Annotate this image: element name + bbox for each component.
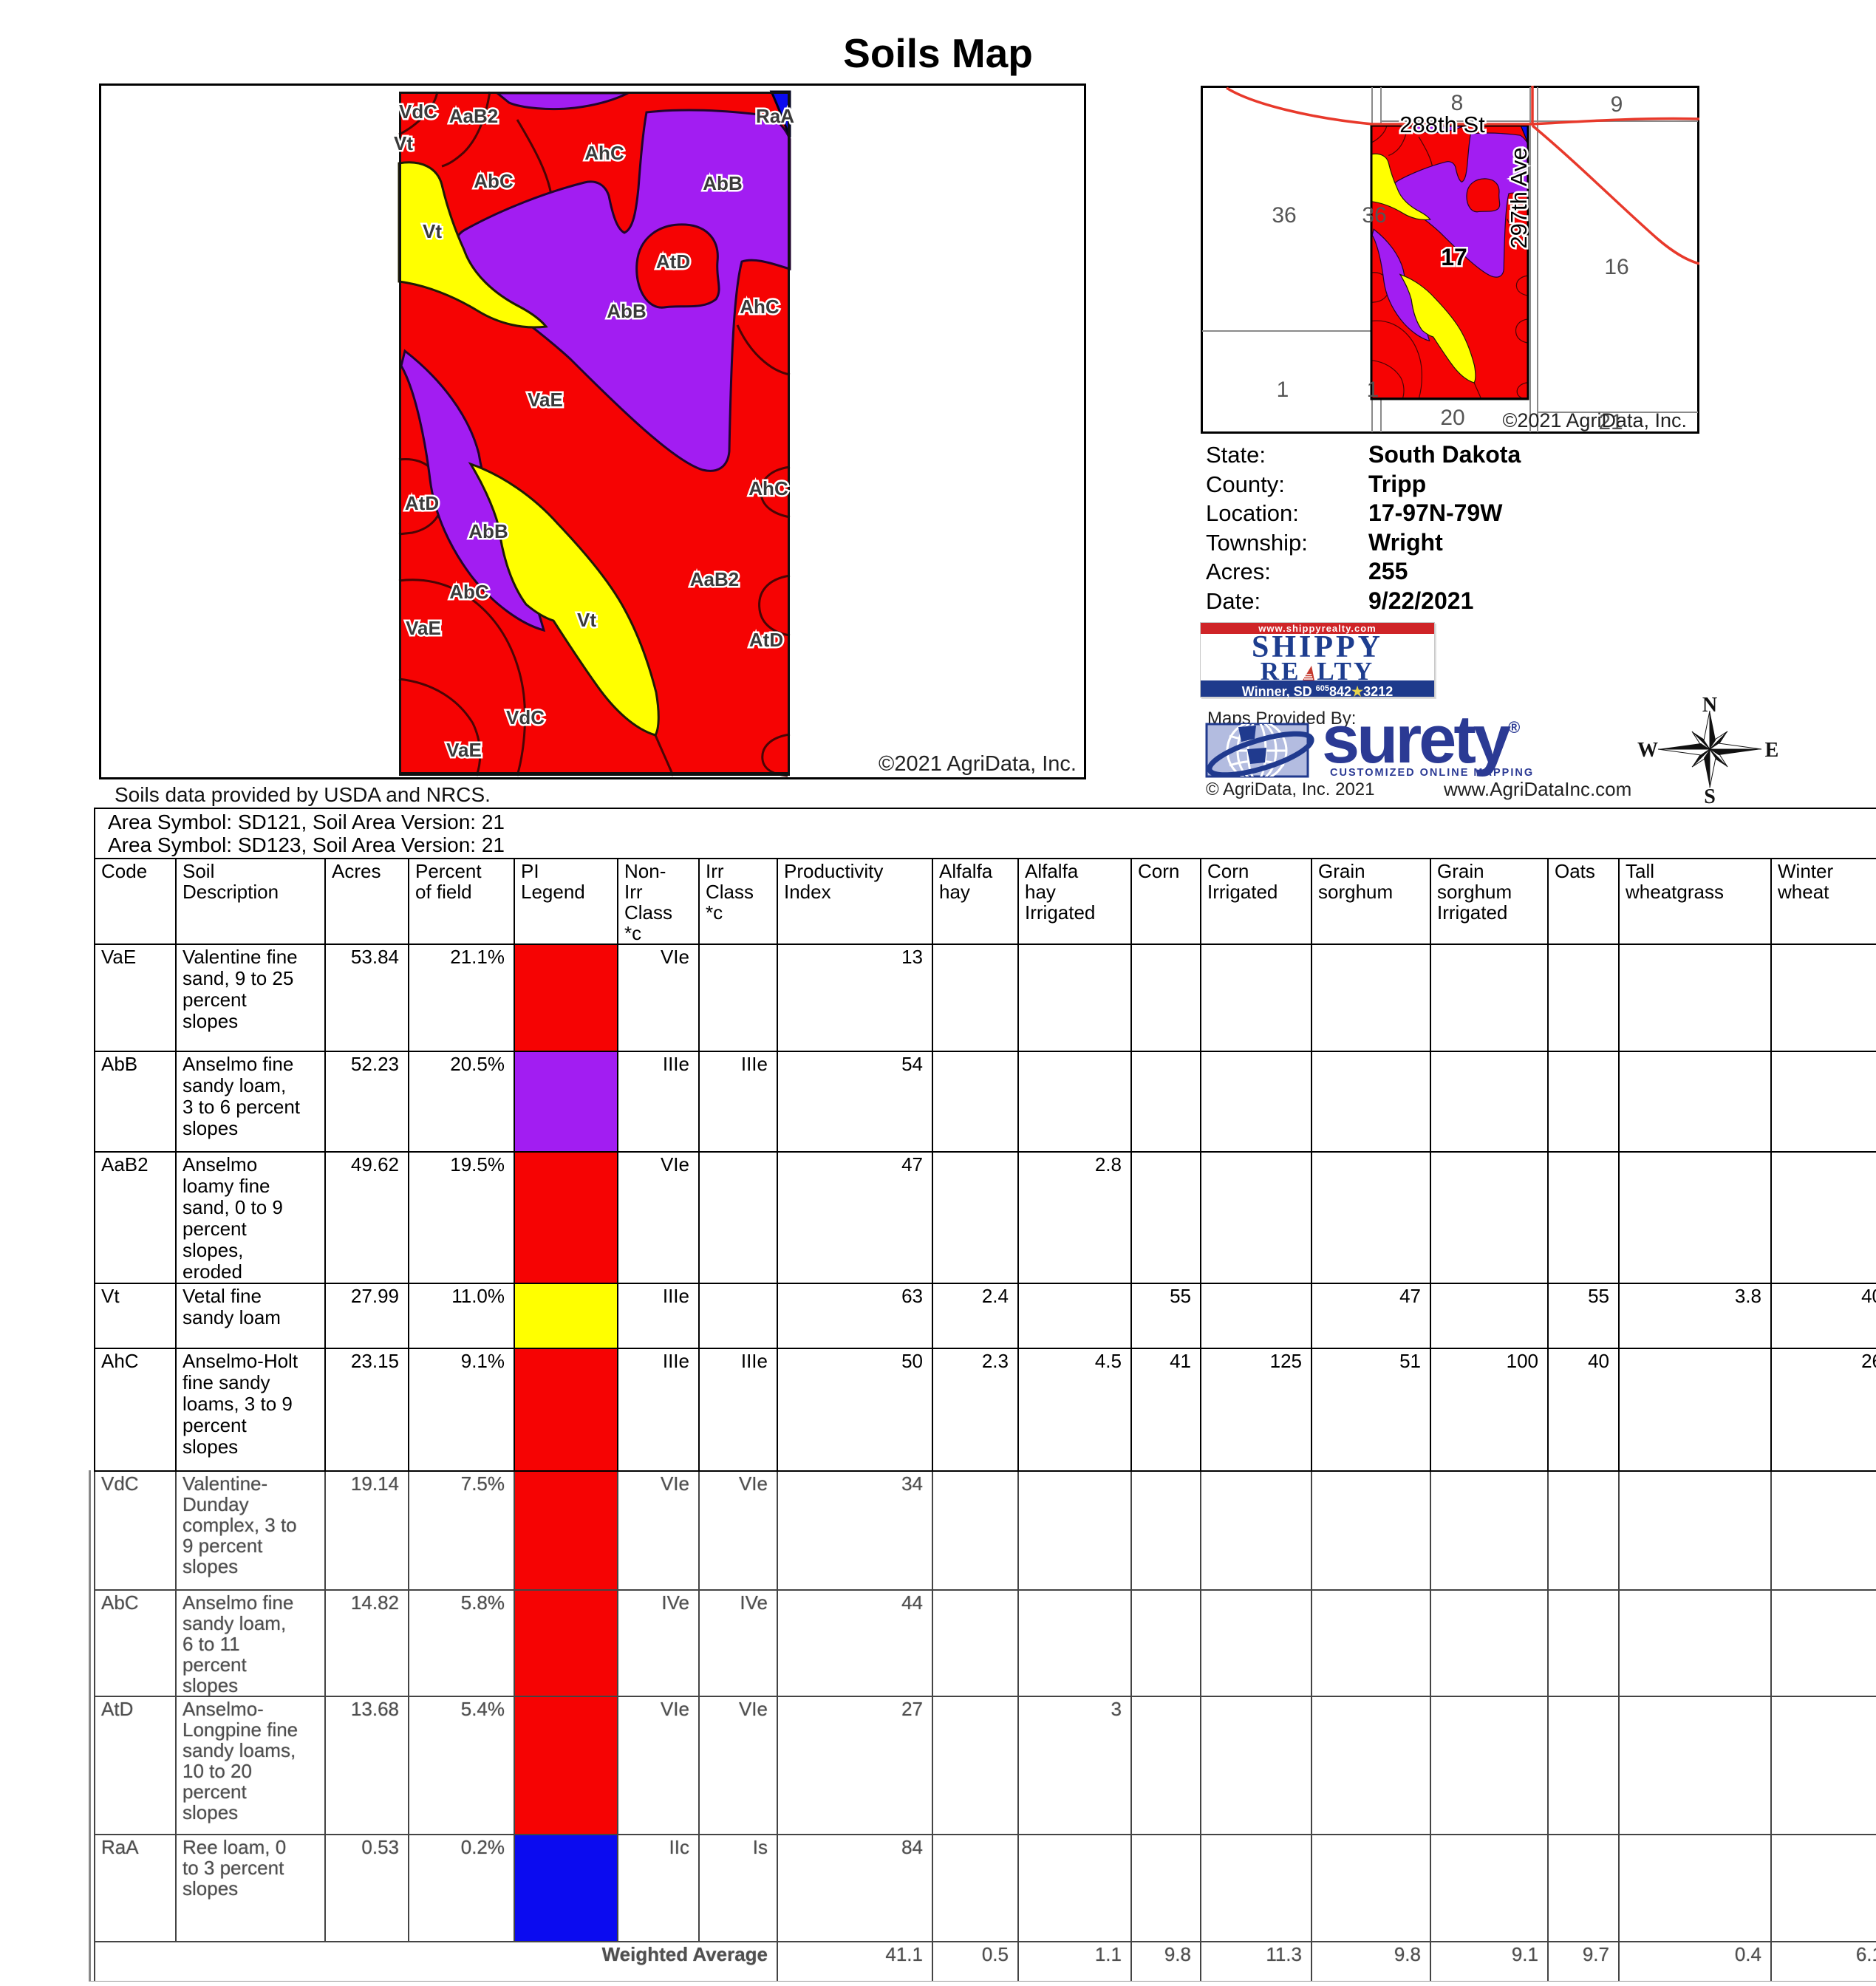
- svg-text:VaE: VaE: [528, 389, 563, 411]
- svg-text:AhC: AhC: [748, 477, 788, 499]
- svg-text:N: N: [1702, 694, 1717, 717]
- svg-text:AtD: AtD: [749, 629, 783, 651]
- svg-text:Vt: Vt: [423, 220, 442, 242]
- svg-text:AhC: AhC: [740, 296, 780, 318]
- svg-text:17: 17: [1441, 244, 1467, 270]
- svg-text:VdC: VdC: [399, 100, 437, 123]
- svg-text:36: 36: [1272, 203, 1296, 228]
- svg-text:VdC: VdC: [506, 706, 545, 728]
- svg-text:AbB: AbB: [607, 300, 646, 322]
- svg-text:1: 1: [1277, 378, 1289, 402]
- svg-text:AbB: AbB: [703, 172, 742, 194]
- svg-text:VaE: VaE: [406, 617, 441, 639]
- svg-text:36: 36: [1362, 203, 1386, 228]
- svg-text:VaE: VaE: [446, 739, 482, 761]
- svg-text:8: 8: [1451, 91, 1464, 115]
- svg-text:AtD: AtD: [405, 492, 439, 514]
- svg-text:AtD: AtD: [656, 250, 690, 273]
- svg-text:AhC: AhC: [584, 142, 624, 164]
- svg-text:AbB: AbB: [468, 520, 508, 542]
- svg-text:RaA: RaA: [756, 105, 794, 127]
- svg-text:Vt: Vt: [577, 609, 596, 631]
- svg-text:297th Ave: 297th Ave: [1506, 147, 1532, 248]
- svg-text:9: 9: [1611, 92, 1623, 117]
- svg-text:16: 16: [1604, 255, 1628, 279]
- svg-text:W: W: [1637, 739, 1658, 762]
- svg-text:20: 20: [1440, 406, 1464, 430]
- svg-text:E: E: [1765, 739, 1779, 762]
- svg-text:AbC: AbC: [449, 581, 489, 603]
- svg-text:AaB2: AaB2: [449, 105, 498, 127]
- svg-text:1: 1: [1367, 378, 1379, 402]
- svg-text:AbC: AbC: [474, 170, 514, 192]
- svg-text:S: S: [1704, 785, 1716, 808]
- svg-text:21: 21: [1598, 410, 1623, 434]
- svg-text:Vt: Vt: [394, 132, 413, 154]
- svg-text:©2021 AgriData, Inc.: ©2021 AgriData, Inc.: [1502, 409, 1687, 431]
- svg-text:AaB2: AaB2: [690, 568, 739, 590]
- svg-text:288th St: 288th St: [1399, 112, 1485, 137]
